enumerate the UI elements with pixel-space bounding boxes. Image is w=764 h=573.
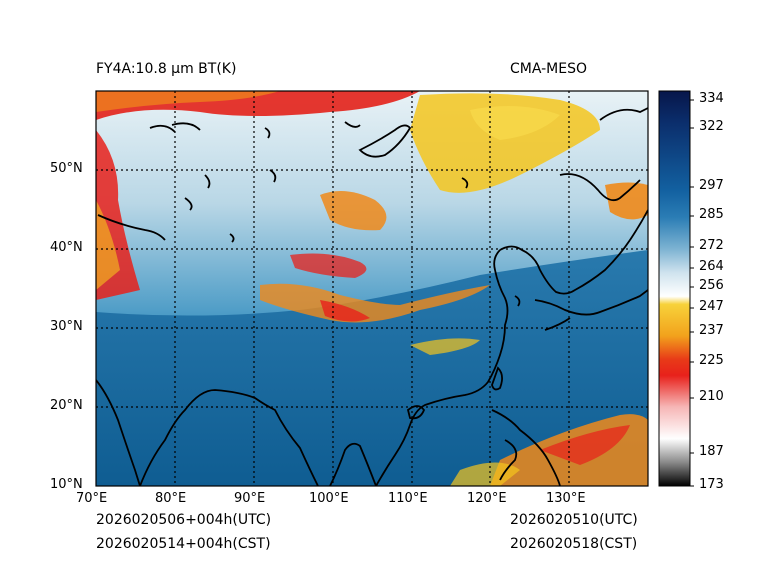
lat-label-50n: 50°N	[50, 161, 83, 176]
colorbar-ticks	[690, 99, 694, 487]
init-time-cst: 2026020514+004h(CST)	[96, 536, 271, 552]
colorbar-label-187: 187	[699, 444, 724, 459]
lon-label-90e: 90°E	[234, 491, 266, 506]
lon-label-80e: 80°E	[155, 491, 187, 506]
colorbar-label-285: 285	[699, 207, 724, 222]
lon-label-130e: 130°E	[546, 491, 586, 506]
colorbar	[659, 91, 690, 486]
colorbar-label-297: 297	[699, 178, 724, 193]
lon-label-110e: 110°E	[388, 491, 428, 506]
valid-time-cst: 2026020518(CST)	[510, 536, 638, 552]
colorbar-label-264: 264	[699, 259, 724, 274]
lat-label-30n: 30°N	[50, 319, 83, 334]
lon-label-120e: 120°E	[467, 491, 507, 506]
map-frame	[95, 90, 649, 487]
lat-label-40n: 40°N	[50, 240, 83, 255]
colorbar-label-322: 322	[699, 119, 724, 134]
colorbar-label-256: 256	[699, 278, 724, 293]
lon-label-100e: 100°E	[309, 491, 349, 506]
imagery-layer	[96, 91, 648, 486]
init-time-utc: 2026020506+004h(UTC)	[96, 512, 272, 528]
graticule	[96, 91, 648, 486]
colorbar-label-237: 237	[699, 323, 724, 338]
colorbar-label-173: 173	[699, 477, 724, 492]
lat-label-20n: 20°N	[50, 398, 83, 413]
colorbar-label-247: 247	[699, 299, 724, 314]
lon-label-70e: 70°E	[76, 491, 108, 506]
colorbar-frame	[658, 90, 691, 487]
valid-time-utc: 2026020510(UTC)	[510, 512, 638, 528]
colorbar-label-272: 272	[699, 238, 724, 253]
model-name: CMA-MESO	[510, 61, 588, 77]
coastline-layer	[96, 107, 648, 486]
product-title: FY4A:10.8 μm BT(K)	[96, 61, 237, 77]
colorbar-label-334: 334	[699, 91, 724, 106]
colorbar-label-210: 210	[699, 389, 724, 404]
lat-label-10n: 10°N	[50, 477, 83, 492]
colorbar-label-225: 225	[699, 353, 724, 368]
